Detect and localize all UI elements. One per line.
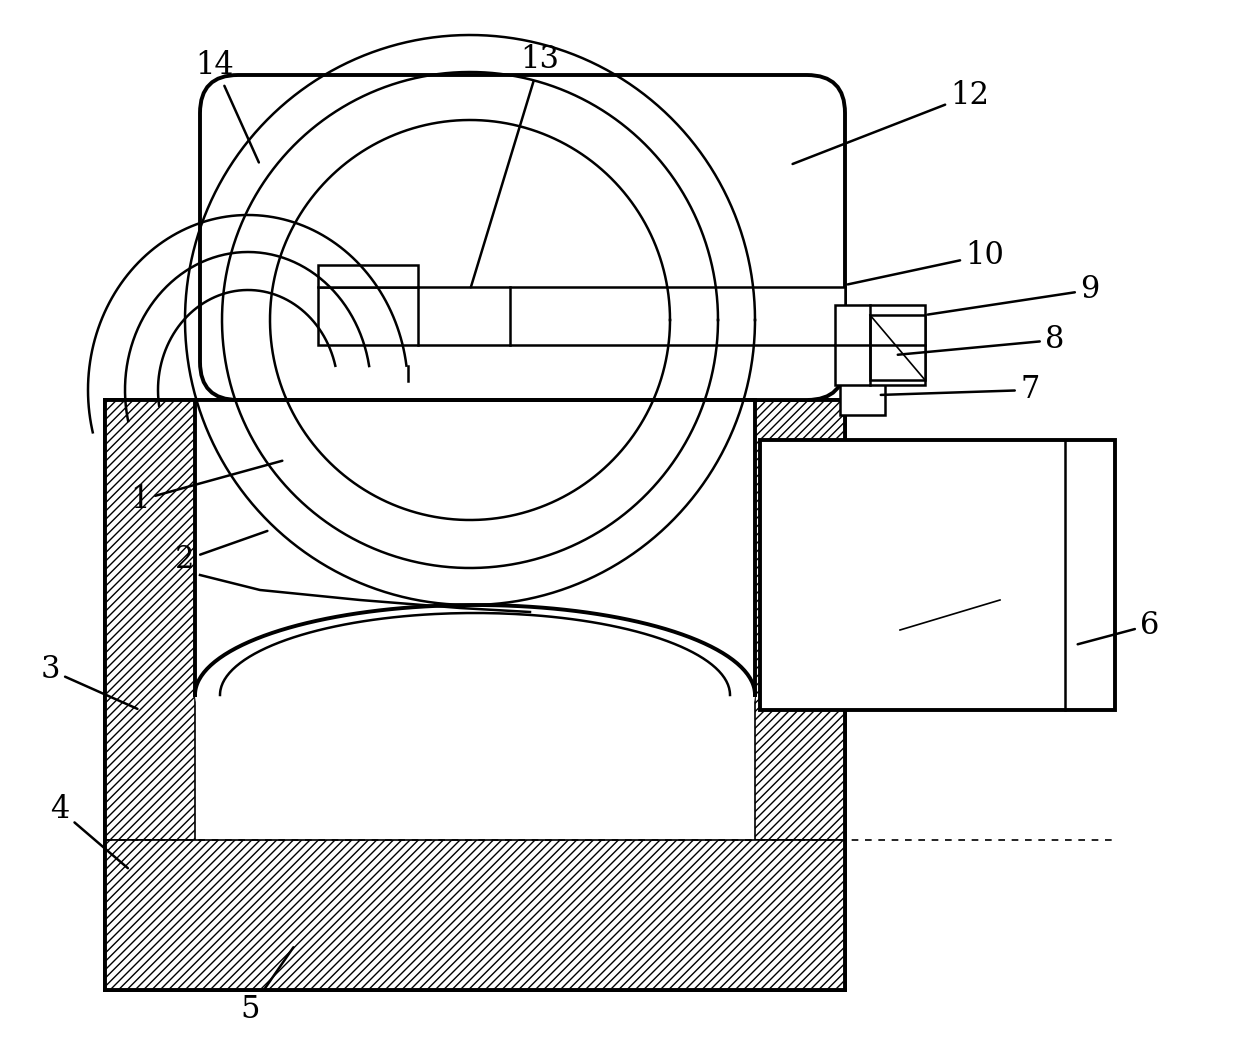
Bar	[760, 440, 1115, 710]
Text: 8: 8	[898, 325, 1065, 355]
FancyBboxPatch shape	[200, 74, 844, 400]
Bar	[105, 400, 844, 990]
Bar	[317, 265, 418, 287]
Bar	[105, 400, 195, 839]
Text: 10: 10	[848, 239, 1004, 284]
Bar	[317, 287, 844, 345]
Bar	[839, 345, 885, 415]
Bar	[195, 400, 755, 695]
Text: 5: 5	[241, 947, 294, 1026]
Bar	[755, 400, 844, 839]
Text: 4: 4	[51, 795, 128, 868]
Text: 9: 9	[928, 275, 1100, 315]
Bar	[870, 315, 925, 380]
Text: 7: 7	[880, 375, 1039, 405]
Text: 2: 2	[175, 531, 268, 576]
Text: 13: 13	[471, 45, 559, 287]
Text: 12: 12	[792, 80, 990, 164]
Ellipse shape	[195, 612, 755, 778]
Text: 1: 1	[130, 461, 283, 515]
Bar	[835, 305, 925, 385]
Text: 3: 3	[40, 654, 138, 709]
Bar	[105, 400, 844, 990]
Text: 14: 14	[196, 50, 259, 163]
Text: 6: 6	[1078, 610, 1159, 645]
Bar	[105, 839, 844, 990]
